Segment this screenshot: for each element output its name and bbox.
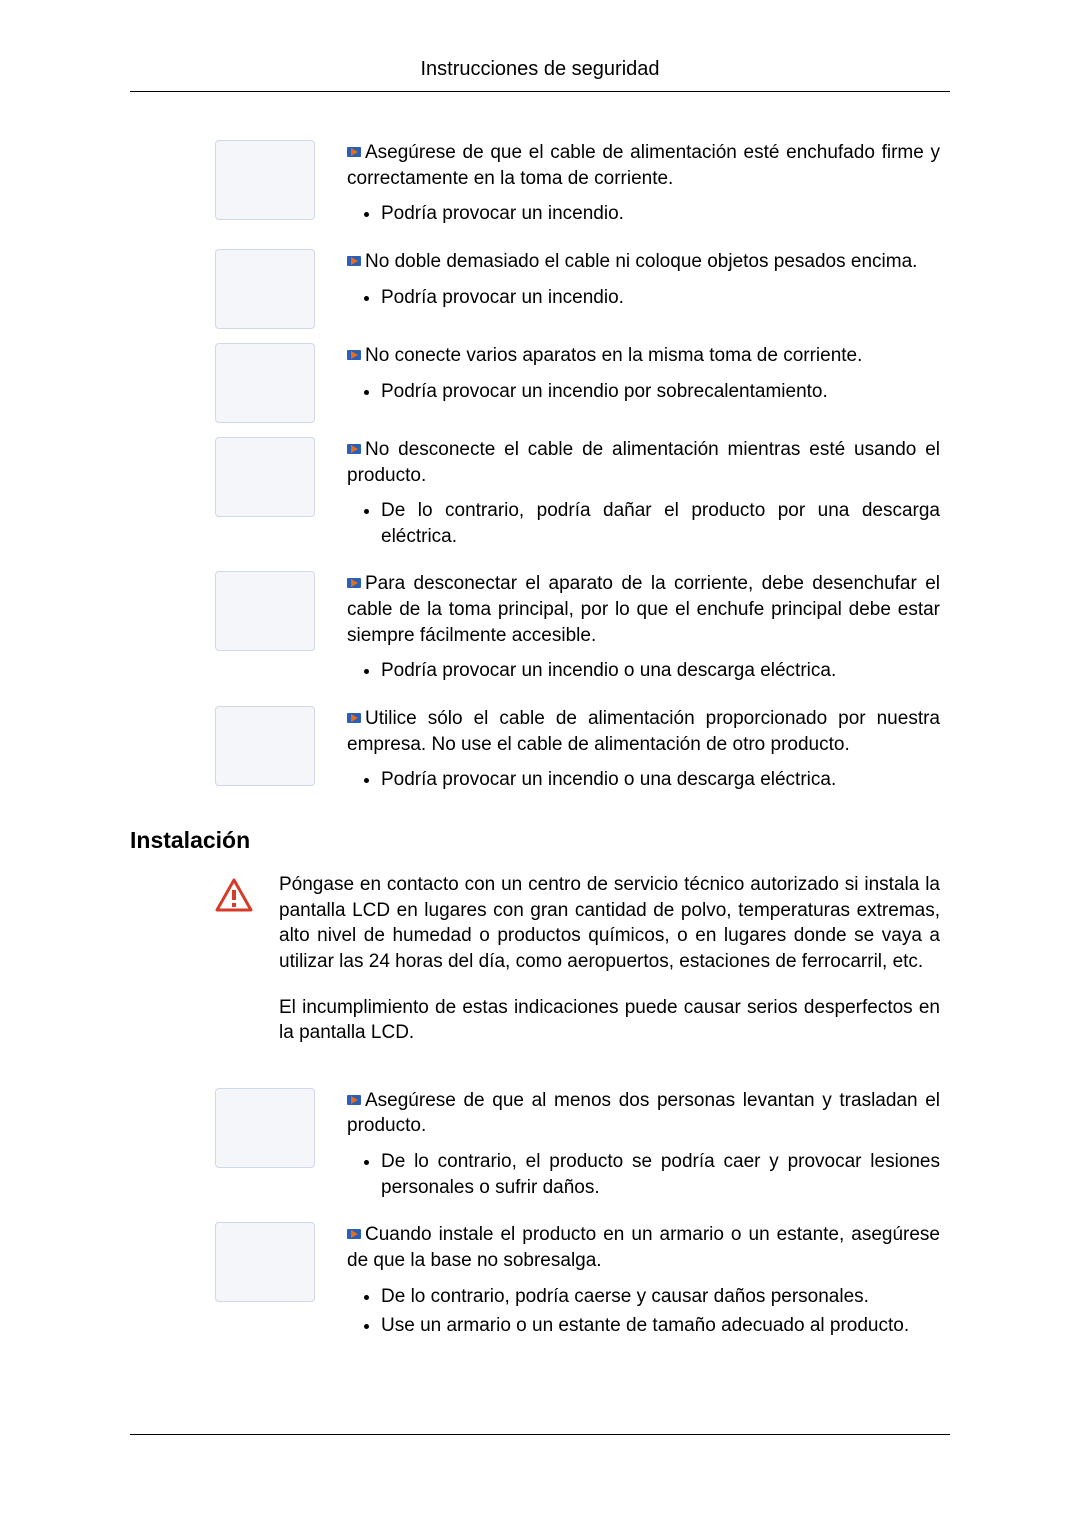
bullet: Podría provocar un incendio por sobrecal… — [381, 379, 940, 405]
bullet: Podría provocar un incendio. — [381, 285, 940, 311]
safety-item: Asegúrese de que el cable de alimentació… — [130, 140, 950, 235]
bullet: De lo contrario, podría caerse y causar … — [381, 1284, 940, 1310]
item-bullets: Podría provocar un incendio. — [347, 285, 940, 311]
arrow-icon — [347, 438, 361, 452]
arrow-icon — [347, 707, 361, 721]
arrow-icon — [347, 344, 361, 358]
illustration-placeholder — [215, 706, 315, 786]
item-bullets: De lo contrario, podría dañar el product… — [347, 498, 940, 549]
safety-item: No doble demasiado el cable ni coloque o… — [130, 249, 950, 329]
footer-rule — [130, 1434, 950, 1435]
page-header-title: Instrucciones de seguridad — [130, 0, 950, 92]
arrow-icon — [347, 572, 361, 586]
item-bullets: Podría provocar un incendio o una descar… — [347, 658, 940, 684]
arrow-icon — [347, 1223, 361, 1237]
safety-item: Para desconectar el aparato de la corrie… — [130, 571, 950, 692]
safety-item: Asegúrese de que al menos dos personas l… — [130, 1088, 950, 1209]
item-bullets: De lo contrario, podría caerse y causar … — [347, 1284, 940, 1339]
item-lead: Utilice sólo el cable de alimentación pr… — [347, 706, 940, 757]
item-lead: Para desconectar el aparato de la corrie… — [347, 571, 940, 648]
illustration-placeholder — [215, 1222, 315, 1302]
warning-block: Póngase en contacto con un centro de ser… — [215, 872, 950, 1066]
arrow-icon — [347, 1089, 361, 1103]
warning-paragraph: Póngase en contacto con un centro de ser… — [279, 872, 940, 975]
item-lead: Asegúrese de que el cable de alimentació… — [347, 140, 940, 191]
safety-item: Utilice sólo el cable de alimentación pr… — [130, 706, 950, 801]
bullet: Podría provocar un incendio o una descar… — [381, 658, 940, 684]
safety-item: No conecte varios aparatos en la misma t… — [130, 343, 950, 423]
warning-triangle-icon — [215, 878, 253, 912]
bullet: Use un armario o un estante de tamaño ad… — [381, 1313, 940, 1339]
safety-item: No desconecte el cable de alimentación m… — [130, 437, 950, 558]
illustration-placeholder — [215, 343, 315, 423]
safety-items-group-1: Asegúrese de que el cable de alimentació… — [130, 140, 950, 801]
warning-paragraph: El incumplimiento de estas indicaciones … — [279, 995, 940, 1046]
item-lead: Asegúrese de que al menos dos personas l… — [347, 1088, 940, 1139]
item-bullets: Podría provocar un incendio. — [347, 201, 940, 227]
arrow-icon — [347, 141, 361, 155]
illustration-placeholder — [215, 140, 315, 220]
page: Instrucciones de seguridad Asegúrese de … — [0, 0, 1080, 1527]
item-lead: No conecte varios aparatos en la misma t… — [347, 343, 940, 369]
item-bullets: De lo contrario, el producto se podría c… — [347, 1149, 940, 1200]
illustration-placeholder — [215, 249, 315, 329]
illustration-placeholder — [215, 1088, 315, 1168]
bullet: Podría provocar un incendio. — [381, 201, 940, 227]
item-bullets: Podría provocar un incendio o una descar… — [347, 767, 940, 793]
illustration-placeholder — [215, 571, 315, 651]
item-lead: No desconecte el cable de alimentación m… — [347, 437, 940, 488]
illustration-placeholder — [215, 437, 315, 517]
item-lead: Cuando instale el producto en un armario… — [347, 1222, 940, 1273]
bullet: De lo contrario, podría dañar el product… — [381, 498, 940, 549]
safety-item: Cuando instale el producto en un armario… — [130, 1222, 950, 1347]
arrow-icon — [347, 250, 361, 264]
section-heading-instalacion: Instalación — [130, 827, 950, 854]
bullet: Podría provocar un incendio o una descar… — [381, 767, 940, 793]
safety-items-group-2: Asegúrese de que al menos dos personas l… — [130, 1088, 950, 1347]
item-lead: No doble demasiado el cable ni coloque o… — [347, 249, 940, 275]
bullet: De lo contrario, el producto se podría c… — [381, 1149, 940, 1200]
item-bullets: Podría provocar un incendio por sobrecal… — [347, 379, 940, 405]
